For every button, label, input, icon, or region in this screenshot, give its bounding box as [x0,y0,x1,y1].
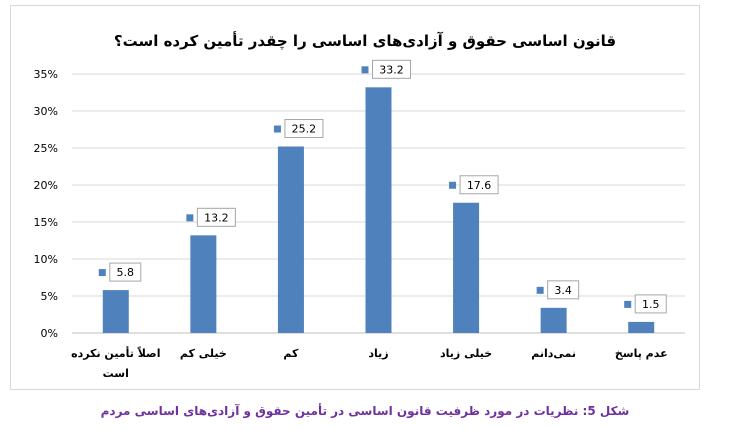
category-label: کم [283,347,299,360]
data-label-box [284,119,324,139]
category-label: خیلی کم [180,347,227,360]
bar [540,307,567,333]
chart-title: قانون اساسی حقوق و آزادی‌های اساسی را چق… [114,31,616,51]
category-label-line: عدم پاسخ [615,347,668,360]
category-label: زیاد [368,347,388,360]
category-label: اصلاً تأمین نکرده است [71,345,160,380]
data-marker [536,286,544,294]
data-marker [98,269,106,277]
bar [628,321,655,333]
y-tick-label: 25% [34,142,58,155]
data-label: 25.2 [292,123,317,136]
y-tick-label: 0% [41,327,58,340]
data-label: 5.8 [117,266,135,279]
y-tick-label: 10% [34,253,58,266]
data-marker [624,300,632,308]
category-label: عدم پاسخ [615,347,668,360]
category-label-line: خیلی زیاد [440,347,492,360]
data-marker [273,125,281,133]
y-tick-label: 30% [34,105,58,118]
y-tick-label: 20% [34,179,58,192]
data-label: 17.6 [467,179,492,192]
bar [277,146,304,333]
data-label: 13.2 [204,211,229,224]
data-label-box [459,175,499,195]
caption-text: نظریات در مورد ظرفیت قانون اساسی در تأمی… [100,404,579,418]
y-tick-label: 35% [34,68,58,81]
category-label-line: نمی‌دانم [531,347,576,360]
figure-caption: شکل 5: نظریات در مورد ظرفیت قانون اساسی … [0,404,730,418]
data-label-box [109,262,142,282]
bar [102,290,129,333]
data-label: 3.4 [554,284,572,297]
bar [190,235,217,333]
bar [453,202,480,333]
category-label-line: اصلاً تأمین نکرده [71,345,160,360]
data-marker [186,214,194,222]
bar-chart: قانون اساسی حقوق و آزادی‌های اساسی را چق… [34,31,685,380]
data-label-box [634,294,667,314]
y-tick-label: 15% [34,216,58,229]
data-marker [361,66,369,74]
data-label: 1.5 [642,298,660,311]
y-tick-label: 5% [41,290,58,303]
category-label-line: کم [283,347,299,360]
category-label-line: است [103,367,129,380]
bar [365,87,392,333]
category-label-line: زیاد [368,347,388,360]
category-label: نمی‌دانم [531,347,576,360]
category-label-line: خیلی کم [180,347,227,360]
data-label-box [372,59,411,79]
data-label-box [547,280,580,300]
category-label: خیلی زیاد [440,347,492,360]
caption-prefix: شکل 5: [582,404,630,418]
data-label: 33.2 [379,63,404,76]
data-label-box [196,207,236,227]
data-marker [449,181,457,189]
